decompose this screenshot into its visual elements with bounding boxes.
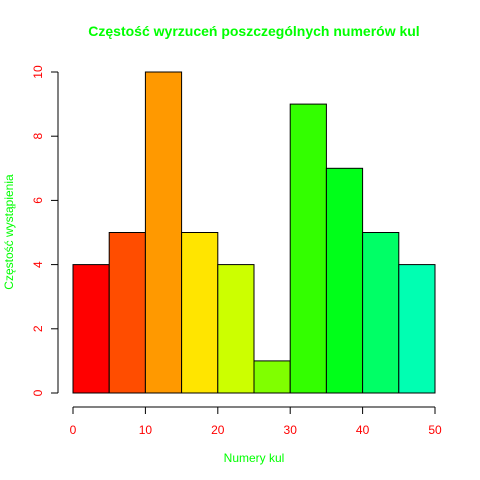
y-tick-label: 6 xyxy=(31,197,45,204)
y-tick-label: 4 xyxy=(31,261,45,268)
x-tick-label: 0 xyxy=(70,423,77,437)
bar-7 xyxy=(325,167,364,394)
y-tick-label: 8 xyxy=(31,133,45,140)
bar-2 xyxy=(144,71,183,394)
x-tick-label: 10 xyxy=(139,423,153,437)
y-axis: 0 2 4 6 8 10 xyxy=(31,65,59,396)
bar-8 xyxy=(362,232,400,394)
y-tick-label: 0 xyxy=(31,389,45,396)
bar-6 xyxy=(289,103,327,394)
x-tick-label: 20 xyxy=(211,423,225,437)
chart-title: Częstość wyrzuceń poszczególnych numerów… xyxy=(88,23,419,39)
x-axis-label: Numery kul xyxy=(224,451,285,465)
bars-group xyxy=(72,71,436,394)
x-tick-label: 30 xyxy=(284,423,298,437)
bar-9 xyxy=(398,264,436,394)
bar-5 xyxy=(253,360,291,394)
x-tick-label: 40 xyxy=(356,423,370,437)
y-tick-label: 2 xyxy=(31,325,45,332)
y-tick-label: 10 xyxy=(31,65,45,79)
bar-4 xyxy=(217,264,255,394)
bar-3 xyxy=(181,232,219,394)
bar-0 xyxy=(72,264,110,394)
y-axis-label: Częstość wystąpienia xyxy=(2,174,16,290)
x-axis: 0 10 20 30 40 50 xyxy=(70,406,442,437)
x-tick-label: 50 xyxy=(428,423,442,437)
bar-1 xyxy=(108,232,146,394)
